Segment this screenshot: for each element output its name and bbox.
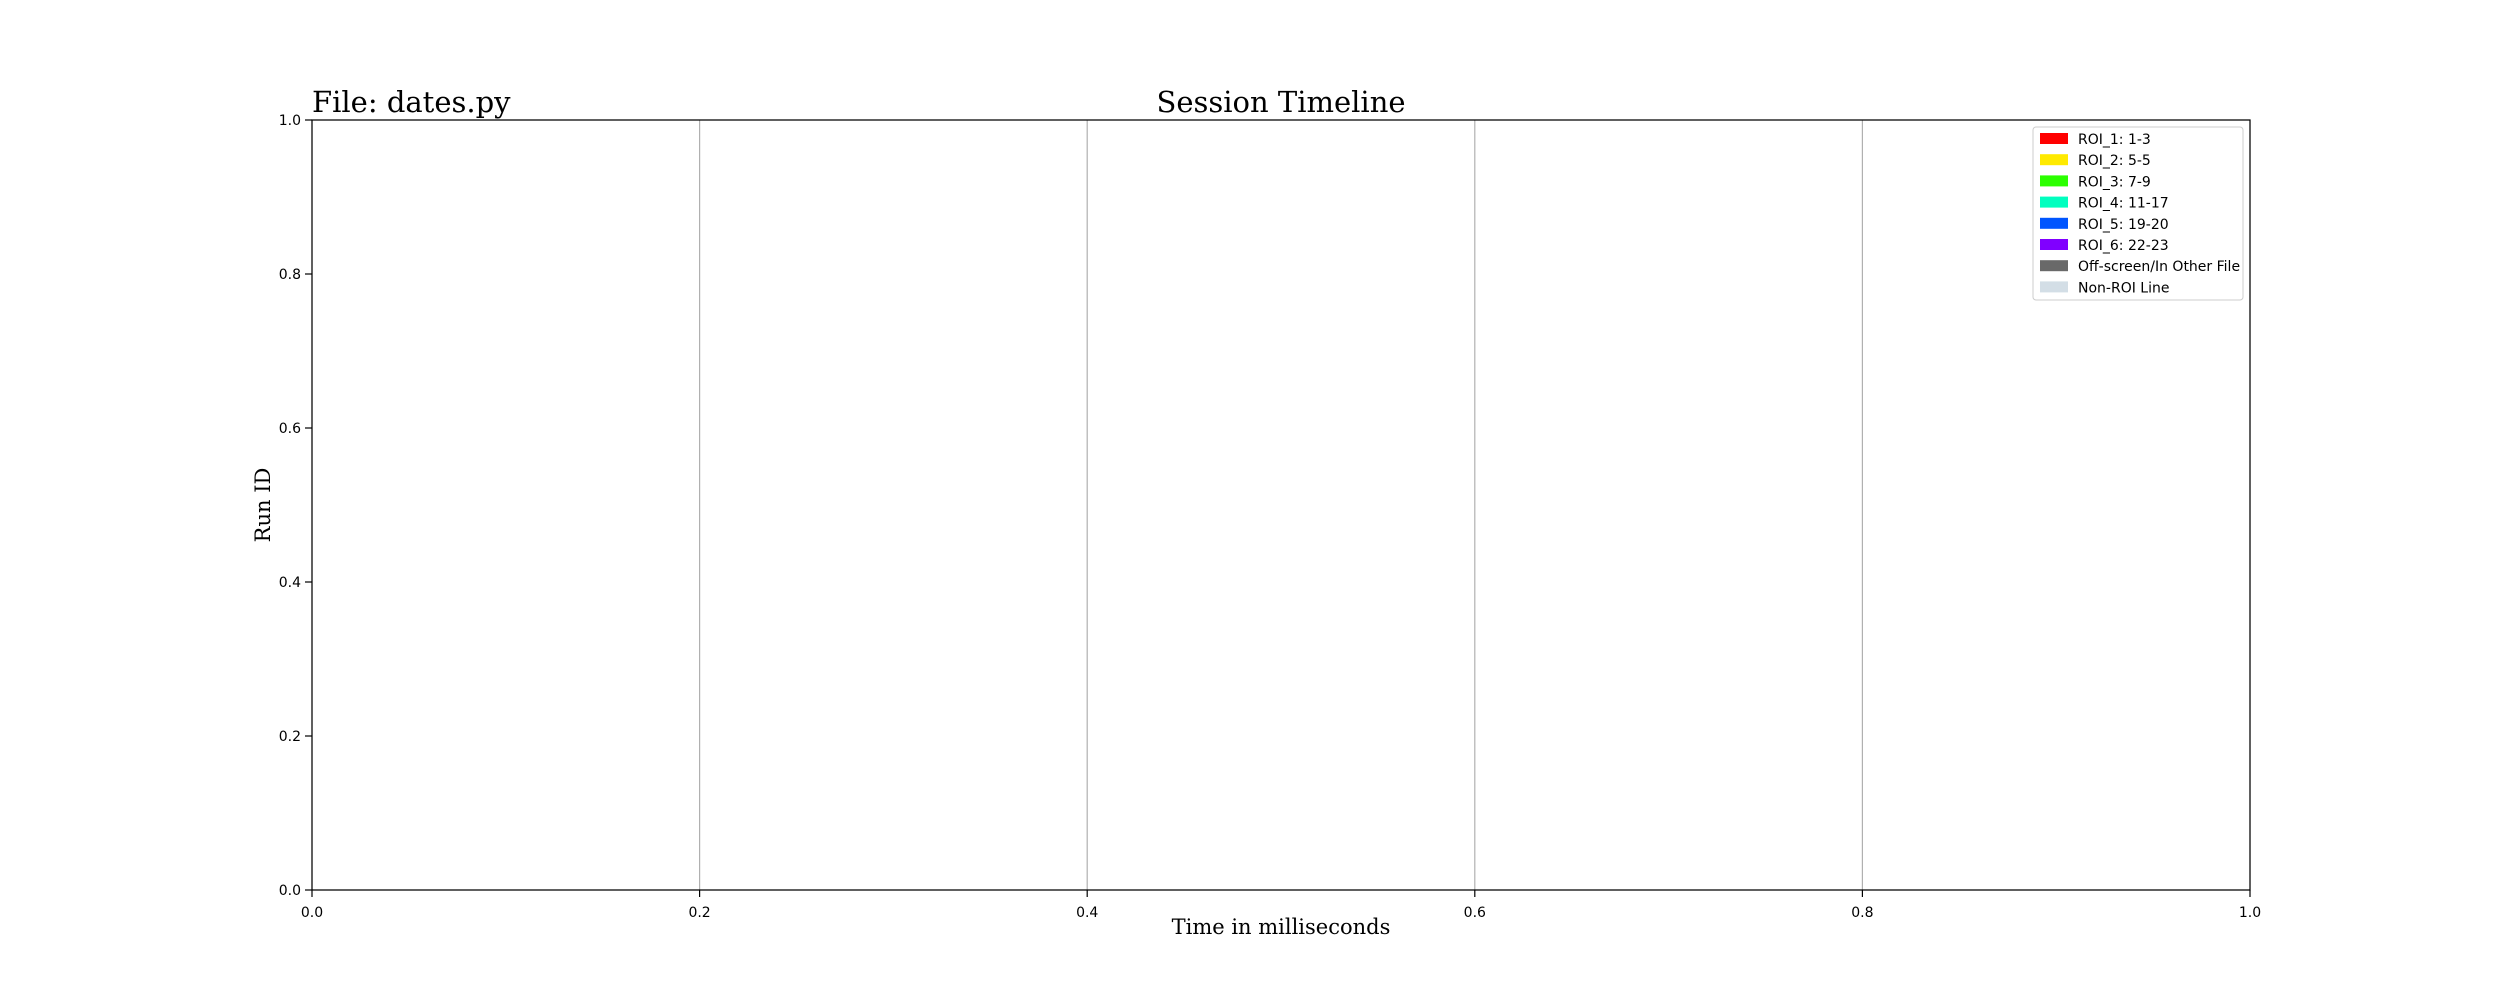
x-tick-label: 0.8 [1851, 905, 1873, 921]
file-label: File: dates.py [312, 85, 511, 119]
legend-frame [2032, 126, 2244, 301]
y-tick-label: 0.2 [279, 729, 301, 745]
x-tick-label: 0.0 [301, 905, 323, 921]
y-tick-label: 0.6 [279, 421, 301, 437]
x-tick-label: 1.0 [2239, 905, 2261, 921]
y-axis-label: Run ID [251, 468, 275, 543]
y-axis-ticks: 0.0 0.2 0.4 0.6 0.8 1.0 [279, 113, 312, 899]
legend-swatch [2040, 196, 2068, 208]
x-gridlines [698, 120, 1864, 890]
legend-entry-label: Non-ROI Line [2078, 280, 2169, 296]
x-axis-label: Time in milliseconds [1172, 915, 1391, 939]
legend-entry-label: Off-screen/In Other File [2078, 259, 2240, 275]
x-tick-label: 0.6 [1464, 905, 1486, 921]
y-tick-label: 0.8 [279, 267, 301, 283]
y-tick-label: 0.0 [279, 883, 301, 899]
legend-entry-label: ROI_1: 1-3 [2078, 132, 2151, 148]
legend-swatch [2040, 217, 2068, 229]
legend-swatch [2040, 154, 2068, 166]
legend-swatch [2040, 133, 2068, 144]
legend: ROI_1: 1-3 ROI_2: 5-5 ROI_3: 7-9 ROI_4: 11-… [2032, 126, 2244, 301]
x-tick-label: 0.2 [688, 905, 710, 921]
x-axis-ticks: 0.0 0.2 0.4 0.6 0.8 1.0 [301, 890, 2261, 921]
plot-area-frame [311, 119, 2251, 891]
y-tick-label: 1.0 [279, 113, 301, 129]
y-tick-label: 0.4 [279, 575, 301, 591]
legend-entry-label: ROI_6: 22-23 [2078, 238, 2169, 254]
legend-swatch [2040, 239, 2068, 250]
legend-entry-label: ROI_5: 19-20 [2078, 217, 2169, 233]
legend-swatch [2040, 281, 2068, 293]
chart-title: Session Timeline [1156, 85, 1405, 119]
legend-entry-label: ROI_4: 11-17 [2078, 196, 2169, 212]
legend-swatch [2040, 175, 2068, 187]
legend-entry-label: ROI_3: 7-9 [2078, 174, 2151, 190]
legend-swatch [2040, 260, 2068, 272]
legend-entry-label: ROI_2: 5-5 [2078, 153, 2151, 169]
x-tick-label: 0.4 [1076, 905, 1098, 921]
